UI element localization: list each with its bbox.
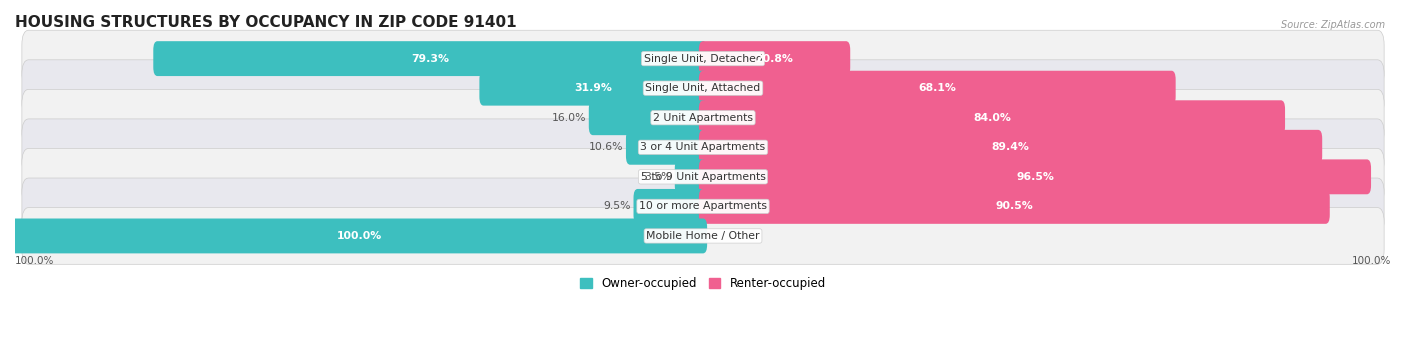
Text: 100.0%: 100.0% [336, 231, 381, 241]
Text: Mobile Home / Other: Mobile Home / Other [647, 231, 759, 241]
Text: Source: ZipAtlas.com: Source: ZipAtlas.com [1281, 20, 1385, 30]
Text: 9.5%: 9.5% [603, 202, 631, 211]
FancyBboxPatch shape [589, 100, 707, 135]
Text: 89.4%: 89.4% [991, 142, 1029, 152]
Text: 96.5%: 96.5% [1017, 172, 1054, 182]
Text: 20.8%: 20.8% [755, 54, 793, 64]
FancyBboxPatch shape [699, 159, 1371, 194]
Text: 84.0%: 84.0% [973, 113, 1011, 123]
Text: 100.0%: 100.0% [1351, 256, 1391, 266]
FancyBboxPatch shape [675, 159, 707, 194]
FancyBboxPatch shape [22, 60, 1384, 117]
FancyBboxPatch shape [699, 71, 1175, 106]
Text: 68.1%: 68.1% [918, 83, 956, 93]
FancyBboxPatch shape [22, 89, 1384, 146]
Text: 79.3%: 79.3% [411, 54, 449, 64]
Text: 3 or 4 Unit Apartments: 3 or 4 Unit Apartments [641, 142, 765, 152]
Text: 31.9%: 31.9% [574, 83, 612, 93]
FancyBboxPatch shape [479, 71, 707, 106]
FancyBboxPatch shape [22, 178, 1384, 235]
Text: 16.0%: 16.0% [551, 113, 586, 123]
Text: 3.5%: 3.5% [644, 172, 672, 182]
FancyBboxPatch shape [22, 148, 1384, 205]
Text: 10 or more Apartments: 10 or more Apartments [638, 202, 768, 211]
FancyBboxPatch shape [699, 100, 1285, 135]
Text: 90.5%: 90.5% [995, 202, 1033, 211]
FancyBboxPatch shape [699, 41, 851, 76]
FancyBboxPatch shape [699, 189, 1330, 224]
FancyBboxPatch shape [11, 219, 707, 253]
FancyBboxPatch shape [634, 189, 707, 224]
FancyBboxPatch shape [699, 130, 1322, 165]
Text: 10.6%: 10.6% [589, 142, 623, 152]
FancyBboxPatch shape [153, 41, 707, 76]
Text: 5 to 9 Unit Apartments: 5 to 9 Unit Apartments [641, 172, 765, 182]
Text: 2 Unit Apartments: 2 Unit Apartments [652, 113, 754, 123]
Text: Single Unit, Attached: Single Unit, Attached [645, 83, 761, 93]
Legend: Owner-occupied, Renter-occupied: Owner-occupied, Renter-occupied [575, 272, 831, 295]
Text: HOUSING STRUCTURES BY OCCUPANCY IN ZIP CODE 91401: HOUSING STRUCTURES BY OCCUPANCY IN ZIP C… [15, 15, 516, 30]
Text: Single Unit, Detached: Single Unit, Detached [644, 54, 762, 64]
FancyBboxPatch shape [22, 119, 1384, 176]
FancyBboxPatch shape [22, 30, 1384, 87]
FancyBboxPatch shape [626, 130, 707, 165]
FancyBboxPatch shape [22, 208, 1384, 264]
Text: 100.0%: 100.0% [15, 256, 55, 266]
